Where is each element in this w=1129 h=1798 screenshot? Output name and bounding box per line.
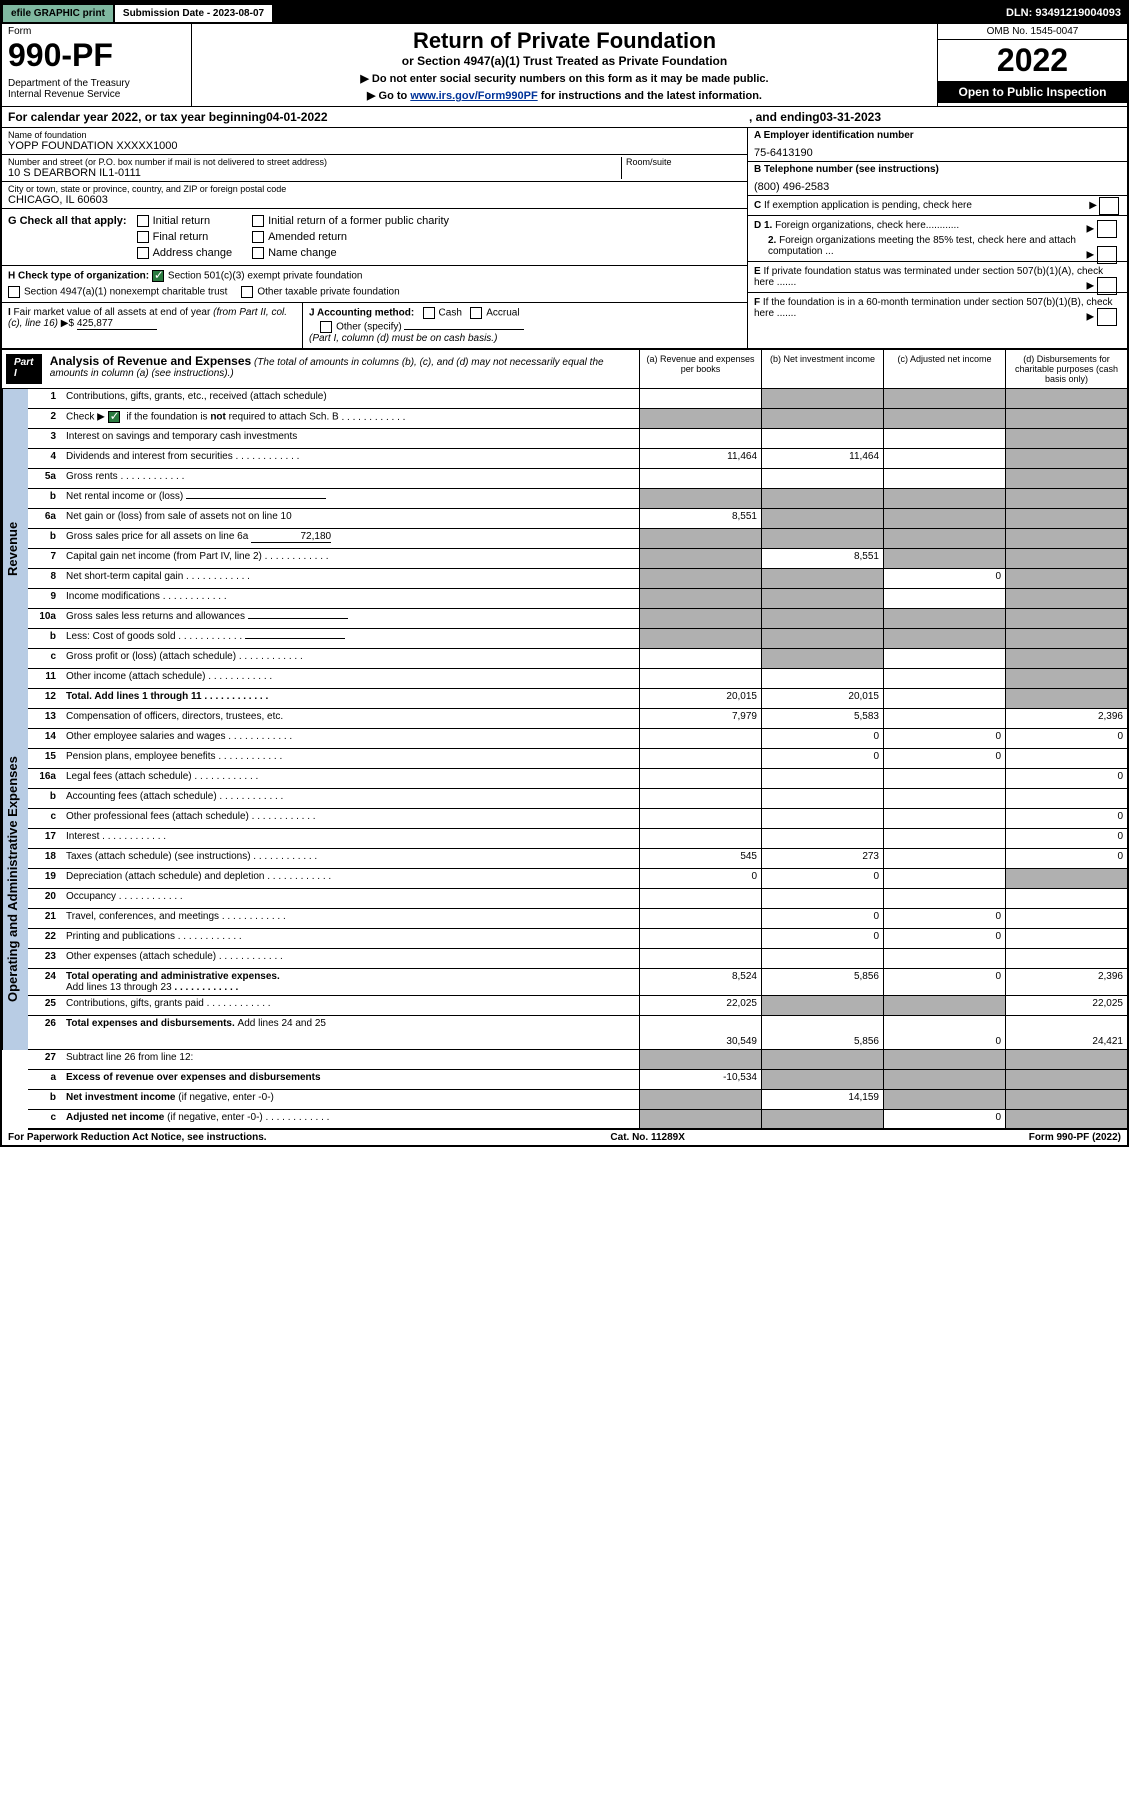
address-change-checkbox[interactable] xyxy=(137,247,149,259)
501c3-checkbox[interactable] xyxy=(152,270,164,282)
instruction-2: ▶ Go to www.irs.gov/Form990PF for instru… xyxy=(202,89,927,102)
ein-cell: A Employer identification number 75-6413… xyxy=(748,128,1127,162)
revantara-side-label: Revenue xyxy=(2,389,28,709)
form-title: Return of Private Foundation xyxy=(202,28,927,54)
other-taxable-checkbox[interactable] xyxy=(241,286,253,298)
form-subtitle: or Section 4947(a)(1) Trust Treated as P… xyxy=(202,54,927,68)
ein-value: 75-6413190 xyxy=(754,141,1121,159)
open-to-public: Open to Public Inspection xyxy=(938,81,1127,103)
line27-section: 27Subtract line 26 from line 12: aExcess… xyxy=(2,1050,1127,1130)
c-box: C If exemption application is pending, c… xyxy=(748,196,1127,216)
dept-treasury: Department of the TreasuryInternal Reven… xyxy=(8,78,185,100)
info-grid: Name of foundation YOPP FOUNDATION XXXXX… xyxy=(2,128,1127,349)
header-center: Return of Private Foundation or Section … xyxy=(192,24,937,106)
foreign-org-checkbox[interactable] xyxy=(1097,220,1117,238)
foundation-name: YOPP FOUNDATION XXXXX1000 xyxy=(8,140,741,152)
form-header: Form 990-PF Department of the TreasuryIn… xyxy=(2,24,1127,107)
part1-header-row: Part I Analysis of Revenue and Expenses … xyxy=(2,349,1127,389)
g-check-section: G Check all that apply: Initial return I… xyxy=(2,209,747,266)
header-right: OMB No. 1545-0047 2022 Open to Public In… xyxy=(937,24,1127,106)
col-a-header: (a) Revenue and expenses per books xyxy=(639,350,761,388)
expenses-section: Operating and Administrative Expenses 13… xyxy=(2,709,1127,1050)
phone-value: (800) 496-2583 xyxy=(754,175,1121,193)
omb-number: OMB No. 1545-0047 xyxy=(938,24,1127,40)
exemption-pending-checkbox[interactable] xyxy=(1099,197,1119,215)
calendar-year-line: For calendar year 2022, or tax year begi… xyxy=(2,107,1127,128)
phone-cell: B Telephone number (see instructions) (8… xyxy=(748,162,1127,196)
address-cell: Number and street (or P.O. box number if… xyxy=(2,155,747,182)
tax-year-begin: 04-01-2022 xyxy=(266,110,327,124)
form-ref: Form 990-PF (2022) xyxy=(1029,1132,1121,1143)
dln: DLN: 93491219004093 xyxy=(1006,7,1127,19)
initial-return-charity-checkbox[interactable] xyxy=(252,215,264,227)
col-c-header: (c) Adjusted net income xyxy=(883,350,1005,388)
room-suite-label: Room/suite xyxy=(626,157,741,167)
fair-market-value: 425,877 xyxy=(77,318,157,330)
name-change-checkbox[interactable] xyxy=(252,247,264,259)
initial-return-checkbox[interactable] xyxy=(137,215,149,227)
form-page: efile GRAPHIC print Submission Date - 20… xyxy=(0,0,1129,1147)
h-section: H Check type of organization: Section 50… xyxy=(2,266,747,303)
sch-b-checkbox[interactable] xyxy=(108,411,120,423)
accrual-checkbox[interactable] xyxy=(470,307,482,319)
irs-link[interactable]: www.irs.gov/Form990PF xyxy=(410,90,537,102)
other-method-checkbox[interactable] xyxy=(320,321,332,333)
final-return-checkbox[interactable] xyxy=(137,231,149,243)
amended-return-checkbox[interactable] xyxy=(252,231,264,243)
col-d-header: (d) Disbursements for charitable purpose… xyxy=(1005,350,1127,388)
foundation-name-cell: Name of foundation YOPP FOUNDATION XXXXX… xyxy=(2,128,747,155)
top-bar: efile GRAPHIC print Submission Date - 20… xyxy=(2,2,1127,24)
header-left: Form 990-PF Department of the TreasuryIn… xyxy=(2,24,192,106)
instruction-1: ▶ Do not enter social security numbers o… xyxy=(202,72,927,85)
part1-label: Part I xyxy=(6,354,42,384)
foundation-address: 10 S DEARBORN IL1-0111 xyxy=(8,167,621,179)
city-cell: City or town, state or province, country… xyxy=(2,182,747,209)
tax-year-end: 03-31-2023 xyxy=(820,110,881,124)
foundation-city: CHICAGO, IL 60603 xyxy=(8,194,741,206)
col-b-header: (b) Net investment income xyxy=(761,350,883,388)
form-number: 990-PF xyxy=(8,37,185,74)
expenses-side-label: Operating and Administrative Expenses xyxy=(2,709,28,1050)
form-word: Form xyxy=(8,26,185,37)
cash-checkbox[interactable] xyxy=(423,307,435,319)
paperwork-notice: For Paperwork Reduction Act Notice, see … xyxy=(8,1132,267,1143)
f-box: F If the foundation is in a 60-month ter… xyxy=(748,293,1127,323)
e-box: E If private foundation status was termi… xyxy=(748,262,1127,293)
i-j-section: I Fair market value of all assets at end… xyxy=(2,303,747,348)
page-footer: For Paperwork Reduction Act Notice, see … xyxy=(2,1130,1127,1145)
60month-checkbox[interactable] xyxy=(1097,308,1117,326)
efile-print-button[interactable]: efile GRAPHIC print xyxy=(2,4,114,23)
cat-number: Cat. No. 11289X xyxy=(610,1132,684,1143)
submission-date: Submission Date - 2023-08-07 xyxy=(114,4,273,23)
revenue-section: Revenue 1Contributions, gifts, grants, e… xyxy=(2,389,1127,709)
d-box: D 1. Foreign organizations, check here..… xyxy=(748,216,1127,262)
4947a1-checkbox[interactable] xyxy=(8,286,20,298)
tax-year: 2022 xyxy=(938,40,1127,81)
